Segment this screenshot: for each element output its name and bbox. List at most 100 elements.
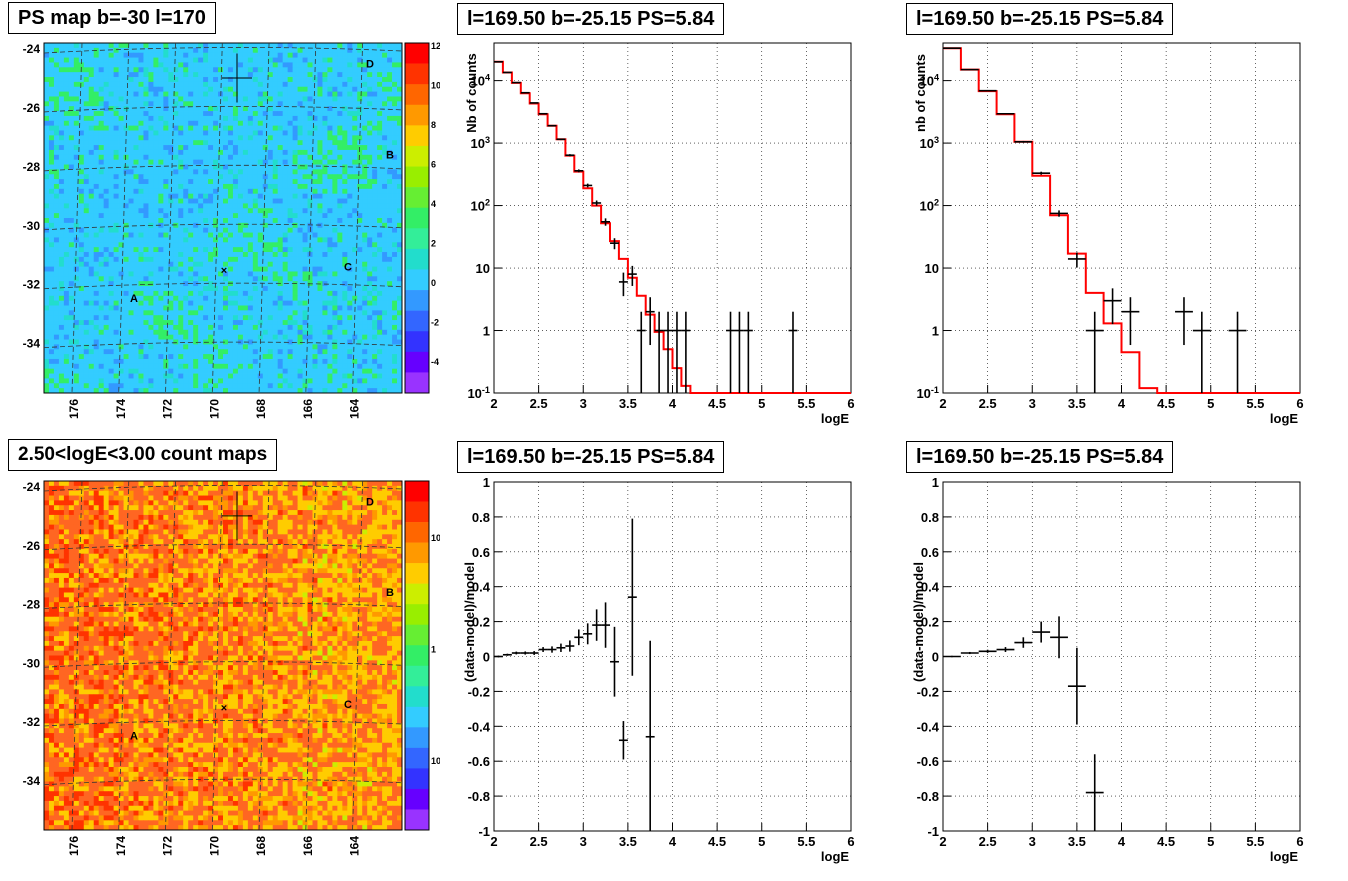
colorbar-segment xyxy=(405,84,429,105)
x-tick-label: 2 xyxy=(490,396,497,411)
colorbar-segment xyxy=(405,167,429,188)
colorbar-segment xyxy=(405,563,429,584)
y-tick-label: -0.4 xyxy=(468,719,491,734)
counts-title-1: l=169.50 b=-25.15 PS=5.84 xyxy=(457,3,724,35)
x-tick-label: 2.5 xyxy=(530,396,548,411)
x-tick-label: 2.5 xyxy=(979,834,997,849)
colorbar-segment xyxy=(405,352,429,373)
x-tick-label: 6 xyxy=(847,396,854,411)
colorbar-segment xyxy=(405,768,429,789)
x-tick-label: 5.5 xyxy=(1246,834,1264,849)
map-x-tick: 166 xyxy=(301,836,315,856)
x-axis-label: logE xyxy=(821,849,849,864)
colorbar-tick: 8 xyxy=(431,120,436,130)
colorbar-tick: 1 xyxy=(431,645,436,655)
residual-title-1: l=169.50 b=-25.15 PS=5.84 xyxy=(457,441,724,473)
map-marker-c: C xyxy=(344,699,352,711)
map-center-mark: × xyxy=(221,702,227,714)
map-y-tick: -30 xyxy=(23,656,41,670)
counts-title-2: l=169.50 b=-25.15 PS=5.84 xyxy=(906,3,1173,35)
map-y-tick: -32 xyxy=(23,278,41,292)
colorbar-tick: 6 xyxy=(431,160,436,170)
x-tick-label: 3 xyxy=(1029,834,1036,849)
colorbar-segment xyxy=(405,43,429,64)
map-marker-d: D xyxy=(366,59,374,71)
map-x-tick: 168 xyxy=(254,399,268,419)
y-tick-label: 1 xyxy=(932,475,939,490)
colorbar-segment xyxy=(405,645,429,666)
map-y-tick: -26 xyxy=(23,539,41,553)
colorbar-tick: 2 xyxy=(431,239,436,249)
map-y-tick: -32 xyxy=(23,715,41,729)
colorbar-segment xyxy=(405,331,429,352)
map-x-tick: 172 xyxy=(161,399,175,419)
colorbar-tick: 12 xyxy=(431,41,440,51)
map-x-tick: 170 xyxy=(207,399,221,419)
y-tick-label: -1 xyxy=(927,824,939,839)
y-tick-label: 1 xyxy=(483,324,490,339)
map-x-tick: 174 xyxy=(114,399,128,419)
y-tick-label: -0.6 xyxy=(917,754,939,769)
y-tick-label: 0.6 xyxy=(472,545,490,560)
y-axis-label: Nb of counts xyxy=(464,53,479,132)
colorbar-segment xyxy=(405,522,429,543)
colorbar-segment xyxy=(405,125,429,146)
y-tick-label: 10 xyxy=(476,261,490,276)
colorbar-segment xyxy=(405,105,429,126)
map-y-tick: -28 xyxy=(23,598,41,612)
colorbar-segment xyxy=(405,228,429,249)
x-axis-label: logE xyxy=(1270,411,1298,426)
x-tick-label: 5.5 xyxy=(1246,396,1264,411)
y-tick-label: -0.6 xyxy=(468,754,490,769)
x-tick-label: 4.5 xyxy=(708,396,726,411)
colorbar-segment xyxy=(405,208,429,229)
map-y-tick: -26 xyxy=(23,101,41,115)
y-tick-label: 102 xyxy=(470,197,490,213)
x-tick-label: 2.5 xyxy=(530,834,548,849)
map-marker-a: A xyxy=(130,730,138,742)
x-tick-label: 4 xyxy=(669,396,677,411)
map-cells xyxy=(44,481,402,830)
colorbar-segment xyxy=(405,604,429,625)
y-tick-label: 1 xyxy=(483,475,490,490)
x-tick-label: 4.5 xyxy=(1157,834,1175,849)
colorbar-tick: 0 xyxy=(431,278,436,288)
y-tick-label: -0.4 xyxy=(917,719,940,734)
colorbar-segment xyxy=(405,249,429,270)
map-y-tick: -24 xyxy=(23,480,41,494)
map-center-mark: × xyxy=(221,265,227,277)
map-marker-d: D xyxy=(366,496,374,508)
y-tick-label: -0.2 xyxy=(468,684,490,699)
y-tick-label: 10-1 xyxy=(916,385,939,401)
colorbar-segment xyxy=(405,707,429,728)
colorbar-tick: -2 xyxy=(431,318,439,328)
y-tick-label: 0.8 xyxy=(472,510,490,525)
x-tick-label: 5 xyxy=(1207,396,1214,411)
map-marker-b: B xyxy=(386,587,394,599)
x-tick-label: 6 xyxy=(1296,396,1303,411)
residual-title-2: l=169.50 b=-25.15 PS=5.84 xyxy=(906,441,1173,473)
x-tick-label: 4 xyxy=(669,834,677,849)
colorbar-segment xyxy=(405,269,429,290)
x-tick-label: 5 xyxy=(1207,834,1214,849)
y-tick-label: 102 xyxy=(919,197,939,213)
colorbar-segment xyxy=(405,146,429,167)
map-y-tick: -34 xyxy=(23,337,41,351)
map-marker-c: C xyxy=(344,262,352,274)
map-x-tick: 176 xyxy=(67,399,81,419)
x-tick-label: 3.5 xyxy=(619,834,637,849)
x-tick-label: 3 xyxy=(580,396,587,411)
colorbar-segment xyxy=(405,64,429,85)
x-tick-label: 5 xyxy=(758,396,765,411)
x-tick-label: 5 xyxy=(758,834,765,849)
map-x-tick: 164 xyxy=(348,399,362,419)
x-tick-label: 4 xyxy=(1118,396,1126,411)
colorbar-segment xyxy=(405,481,429,502)
y-tick-label: 1 xyxy=(932,324,939,339)
